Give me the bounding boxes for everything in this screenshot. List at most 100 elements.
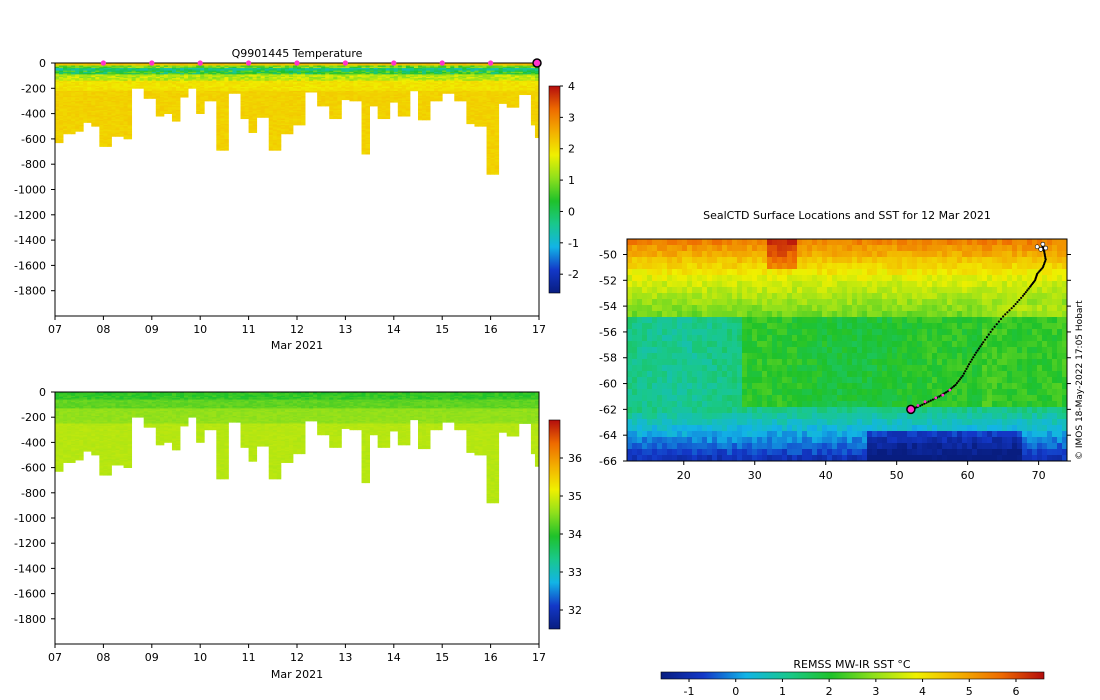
section-cell [272, 79, 278, 82]
section-cell [59, 114, 64, 117]
section-cell [155, 89, 161, 92]
section-cell [59, 81, 64, 84]
section-cell [115, 135, 120, 137]
section-cell [506, 74, 512, 77]
section-cell [176, 79, 181, 82]
section-cell [494, 121, 500, 123]
section-cell [87, 65, 92, 68]
section-cell [59, 136, 64, 139]
section-cell [131, 65, 137, 68]
section-cell [95, 111, 100, 113]
section-cell [329, 93, 334, 96]
section-cell [200, 111, 205, 113]
section-cell [405, 80, 411, 83]
section-cell [119, 78, 124, 80]
section-cell [111, 117, 116, 120]
section-cell [466, 111, 471, 113]
section-cell [79, 128, 84, 131]
section-cell [474, 94, 479, 97]
section-cell [418, 112, 423, 114]
section-cell [87, 106, 92, 108]
section-cell [301, 103, 306, 106]
section-cell [127, 71, 133, 74]
section-cell [381, 104, 387, 107]
section-cell [91, 106, 96, 108]
section-cell [357, 84, 362, 87]
section-cell [333, 76, 338, 79]
section-cell [123, 128, 128, 131]
section-cell [470, 64, 475, 66]
section-cell [454, 63, 459, 65]
section-cell [309, 64, 314, 66]
section-cell [228, 85, 233, 88]
section-cell [87, 69, 92, 71]
section-cell [458, 78, 463, 80]
section-cell [208, 69, 213, 71]
section-cell [228, 69, 233, 71]
section-cell [454, 90, 459, 93]
section-cell [268, 145, 274, 147]
section-cell [490, 165, 496, 168]
section-cell [248, 121, 254, 123]
section-cell [176, 107, 181, 109]
section-cell [288, 84, 294, 87]
section-cell [280, 127, 286, 130]
section-cell [159, 112, 165, 114]
section-cell [236, 73, 241, 75]
section-cell [151, 84, 157, 87]
section-cell [224, 103, 229, 106]
section-cell [167, 90, 173, 93]
section-cell [155, 75, 161, 78]
section-cell [276, 133, 282, 136]
section-cell [67, 70, 72, 73]
section-cell [119, 84, 124, 87]
section-cell [216, 104, 221, 107]
section-cell [59, 138, 64, 141]
section-cell [333, 63, 338, 65]
section-cell [196, 79, 201, 82]
section-cell [163, 78, 169, 80]
section-cell [377, 114, 383, 117]
section-cell [482, 124, 487, 127]
section-cell [502, 71, 508, 74]
section-cell [127, 112, 133, 114]
section-cell [123, 104, 128, 107]
section-cell [111, 104, 116, 107]
section-cell [131, 87, 137, 89]
section-cell [301, 116, 306, 118]
section-cell [99, 121, 104, 123]
section-cell [188, 68, 193, 70]
section-cell [103, 79, 108, 82]
section-cell [268, 140, 274, 142]
section-cell [288, 104, 294, 107]
section-cell [482, 103, 487, 106]
section-cell [167, 70, 173, 73]
section-cell [83, 78, 88, 80]
section-cell [272, 83, 278, 85]
section-cell [486, 152, 491, 155]
section-cell [107, 80, 112, 83]
section-cell [71, 75, 76, 78]
section-cell [248, 88, 254, 90]
section-cell [103, 69, 108, 71]
section-cell [107, 93, 112, 96]
section-cell [393, 95, 399, 98]
section-cell [252, 83, 258, 85]
section-cell [63, 97, 68, 99]
section-cell [151, 73, 157, 75]
section-cell [188, 70, 193, 73]
section-cell [119, 121, 124, 123]
section-cell [71, 113, 76, 116]
section-cell [107, 135, 112, 137]
section-cell [159, 98, 165, 101]
section-cell [474, 71, 479, 74]
section-cell [260, 88, 266, 90]
section-cell [99, 99, 104, 102]
section-cell [418, 102, 423, 104]
section-cell [127, 126, 133, 128]
section-cell [252, 123, 258, 126]
section-cell [127, 87, 133, 89]
section-cell [212, 73, 217, 75]
section-cell [401, 84, 407, 87]
section-cell [216, 74, 221, 77]
